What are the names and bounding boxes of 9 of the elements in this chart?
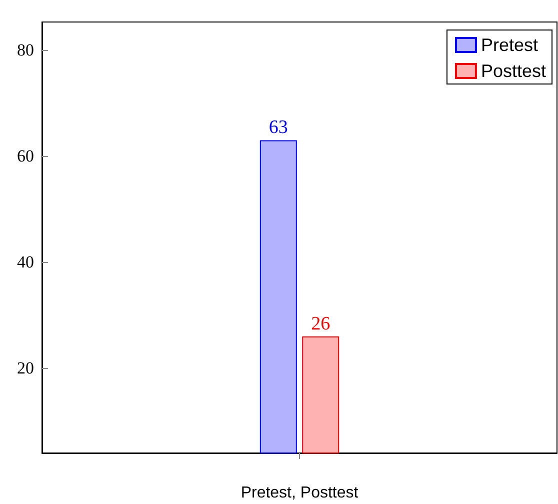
y-tick-label: 60	[17, 146, 34, 166]
data-label: 26	[311, 313, 330, 334]
legend-label: Posttest	[480, 61, 546, 81]
y-tick-label: 20	[17, 358, 34, 378]
y-tick-label: 80	[17, 40, 34, 60]
legend-label: Pretest	[480, 35, 538, 55]
y-tick-label: 40	[17, 252, 34, 272]
data-label: 63	[268, 117, 288, 138]
x-tick-label: Pretest, Posttest	[240, 484, 359, 502]
